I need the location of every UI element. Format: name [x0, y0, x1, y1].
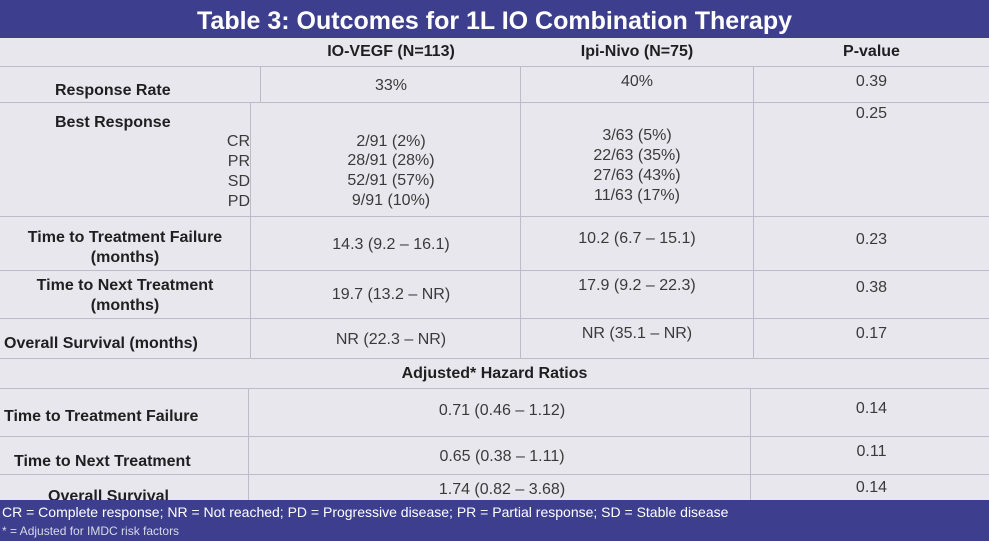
- hazard-ttf-pvalue: 0.14: [855, 400, 888, 417]
- ttf-label-line1: Time to Treatment Failure: [27, 229, 223, 246]
- best-response-label: Best Response: [55, 114, 171, 131]
- best-response-pr-io-vegf: 28/91 (28%): [347, 152, 435, 169]
- column-header-pvalue: P-value: [843, 43, 900, 60]
- column-divider: [248, 388, 249, 500]
- column-divider: [750, 388, 751, 500]
- header-divider: [0, 66, 989, 67]
- ttf-ipi-nivo: 10.2 (6.7 – 15.1): [578, 230, 696, 247]
- ttnt-ipi-nivo: 17.9 (9.2 – 22.3): [578, 277, 696, 294]
- os-label: Overall Survival (months): [4, 335, 198, 352]
- row-divider: [0, 102, 989, 103]
- best-response-cr-label: CR: [226, 133, 250, 150]
- best-response-sd-ipi-nivo: 27/63 (43%): [593, 167, 681, 184]
- hazard-ttnt-label: Time to Next Treatment: [14, 453, 191, 470]
- best-response-pvalue: 0.25: [855, 105, 888, 122]
- hazard-os-label: Overall Survival: [48, 488, 169, 500]
- column-divider: [520, 66, 521, 358]
- response-rate-io-vegf: 33%: [374, 77, 408, 94]
- row-divider: [0, 436, 989, 437]
- response-rate-ipi-nivo: 40%: [620, 73, 654, 90]
- row-divider: [0, 474, 989, 475]
- best-response-sd-label: SD: [227, 173, 250, 190]
- column-header-io-vegf: IO-VEGF (N=113): [327, 43, 455, 60]
- best-response-pd-ipi-nivo: 11/63 (17%): [594, 187, 680, 204]
- best-response-pr-ipi-nivo: 22/63 (35%): [593, 147, 681, 164]
- response-rate-pvalue: 0.39: [855, 73, 888, 90]
- hazard-os-pvalue: 0.14: [855, 479, 888, 496]
- column-divider: [260, 66, 261, 102]
- best-response-pr-label: PR: [227, 153, 250, 170]
- best-response-pd-io-vegf: 9/91 (10%): [351, 192, 431, 209]
- os-io-vegf: NR (22.3 – NR): [335, 331, 447, 348]
- ttf-label-line2: (months): [90, 249, 160, 266]
- ttf-pvalue: 0.23: [855, 231, 888, 248]
- hazard-ratios-heading: Adjusted* Hazard Ratios: [401, 365, 588, 382]
- os-ipi-nivo: NR (35.1 – NR): [581, 325, 693, 342]
- best-response-pd-label: PD: [227, 193, 250, 210]
- row-divider: [0, 388, 989, 389]
- row-divider: [0, 270, 989, 271]
- best-response-cr-ipi-nivo: 3/63 (5%): [602, 127, 672, 144]
- ttf-io-vegf: 14.3 (9.2 – 16.1): [332, 236, 450, 253]
- ttnt-pvalue: 0.38: [855, 279, 888, 296]
- os-pvalue: 0.17: [855, 325, 888, 342]
- hazard-ttf-label: Time to Treatment Failure: [4, 408, 199, 425]
- ttnt-label-line2: (months): [90, 297, 160, 314]
- ttnt-io-vegf: 19.7 (13.2 – NR): [331, 286, 451, 303]
- row-divider: [0, 216, 989, 217]
- best-response-cr-io-vegf: 2/91 (2%): [356, 133, 426, 150]
- adjustment-footnote: * = Adjusted for IMDC risk factors: [2, 524, 180, 538]
- response-rate-label: Response Rate: [55, 82, 171, 99]
- ttnt-label-line1: Time to Next Treatment: [36, 277, 214, 294]
- row-divider: [0, 358, 989, 359]
- row-divider: [0, 318, 989, 319]
- outcomes-table: IO-VEGF (N=113) Ipi-Nivo (N=75) P-value …: [0, 38, 989, 500]
- abbreviation-footnote: CR = Complete response; NR = Not reached…: [2, 504, 729, 520]
- hazard-ttf-value: 0.71 (0.46 – 1.12): [438, 402, 566, 419]
- best-response-sd-io-vegf: 52/91 (57%): [347, 172, 435, 189]
- footnotes: CR = Complete response; NR = Not reached…: [0, 500, 989, 541]
- table-title: Table 3: Outcomes for 1L IO Combination …: [197, 7, 792, 35]
- hazard-os-value: 1.74 (0.82 – 3.68): [438, 481, 566, 498]
- hazard-ttnt-pvalue: 0.11: [856, 443, 887, 460]
- column-divider: [250, 102, 251, 358]
- column-divider: [753, 66, 754, 358]
- column-header-ipi-nivo: Ipi-Nivo (N=75): [580, 43, 694, 60]
- hazard-ttnt-value: 0.65 (0.38 – 1.11): [439, 448, 565, 465]
